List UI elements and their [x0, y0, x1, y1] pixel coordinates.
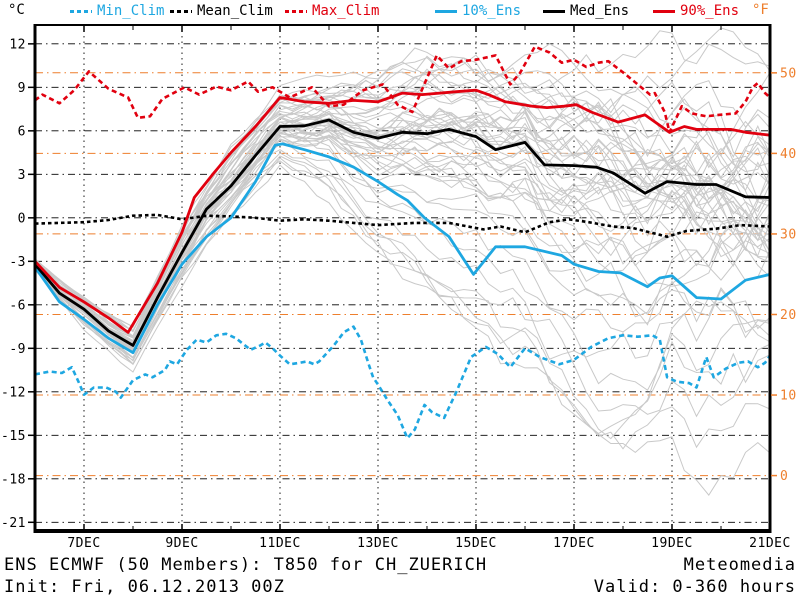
- legend-label: Min_Clim: [97, 3, 165, 19]
- celsius-tick-label: 3: [18, 168, 26, 183]
- ensemble-member: [34, 76, 771, 337]
- date-tick-label: 9DEC: [165, 536, 198, 551]
- fahrenheit-axis-unit: °F: [752, 2, 769, 18]
- ensemble-member: [34, 68, 771, 337]
- legend-dashed-swatch: [170, 9, 192, 13]
- celsius-tick-label: 0: [18, 211, 26, 226]
- date-tick-label: 15DEC: [455, 536, 497, 551]
- ensemble-member: [34, 43, 771, 328]
- ensemble-member: [34, 57, 771, 338]
- ensemble-member: [34, 88, 771, 339]
- series-p10-ens: [33, 142, 771, 355]
- init-time-label: Init: Fri, 06.12.2013 00Z: [4, 577, 285, 597]
- legend-solid-swatch: [543, 9, 565, 13]
- date-tick-label: 19DEC: [651, 536, 693, 551]
- ensemble-member: [34, 79, 771, 333]
- date-tick-label: 17DEC: [553, 536, 595, 551]
- legend-item-10%_ens: 10%_Ens: [435, 2, 521, 20]
- legend-dashed-swatch: [70, 9, 92, 13]
- celsius-tick-label: -3: [9, 255, 26, 270]
- valid-range-label: Valid: 0-360 hours: [593, 577, 796, 597]
- celsius-tick-label: -21: [1, 516, 26, 531]
- legend-label: 10%_Ens: [462, 3, 522, 19]
- celsius-tick-label: -12: [1, 385, 26, 400]
- legend-label: 90%_Ens: [680, 3, 740, 19]
- ensemble-member: [34, 135, 771, 359]
- footer: ENS ECMWF (50 Members): T850 for CH_ZUER…: [0, 552, 800, 598]
- celsius-tick-label: 6: [18, 124, 26, 139]
- celsius-tick-label: -15: [1, 429, 26, 444]
- ensemble-member: [34, 132, 771, 359]
- ensemble-member: [34, 27, 771, 332]
- legend-item-min_clim: Min_Clim: [70, 2, 164, 20]
- ensemble-member: [34, 125, 771, 348]
- brand-label: Meteomedia: [683, 555, 796, 575]
- series-min-clim: [34, 325, 772, 440]
- series-med-ens: [33, 118, 771, 347]
- legend-label: Mean_Clim: [197, 3, 273, 19]
- fahrenheit-tick-label: 30: [780, 227, 797, 242]
- legend-item-max_clim: Max_Clim: [285, 2, 379, 20]
- date-tick-label: 11DEC: [259, 536, 301, 551]
- celsius-tick-label: -18: [1, 472, 26, 487]
- celsius-axis-unit: °C: [8, 2, 25, 18]
- series-max-clim: [34, 45, 771, 134]
- ensemble-member: [34, 155, 771, 496]
- ensemble-member: [34, 72, 771, 333]
- fahrenheit-tick-label: 20: [780, 308, 797, 323]
- legend-solid-swatch: [435, 9, 457, 13]
- chart-title: ENS ECMWF (50 Members): T850 for CH_ZUER…: [4, 555, 488, 575]
- plot-frame: [33, 24, 772, 533]
- celsius-tick-label: 9: [18, 81, 26, 96]
- fahrenheit-tick-label: 10: [780, 389, 797, 404]
- ensemble-members: [34, 27, 771, 496]
- ensemble-member: [34, 138, 771, 359]
- legend-dashed-swatch: [285, 9, 307, 13]
- legend-item-med_ens: Med_Ens: [543, 2, 629, 20]
- celsius-tick-label: -9: [9, 342, 26, 357]
- ensemble-member: [34, 157, 771, 361]
- series-mean-clim: [34, 213, 771, 238]
- legend-label: Med_Ens: [570, 3, 630, 19]
- ensemble-member: [34, 47, 771, 328]
- fahrenheit-tick-label: 0: [780, 469, 788, 484]
- ensemble-member: [34, 164, 771, 450]
- fahrenheit-tick-label: 50: [780, 66, 797, 81]
- date-tick-label: 7DEC: [67, 536, 100, 551]
- date-tick-label: 21DEC: [749, 536, 791, 551]
- celsius-tick-label: -6: [9, 298, 26, 313]
- fahrenheit-tick-label: 40: [780, 147, 797, 162]
- legend-label: Max_Clim: [312, 3, 380, 19]
- date-tick-label: 13DEC: [357, 536, 399, 551]
- series-lines: [33, 45, 772, 440]
- ensemble-member: [34, 152, 771, 440]
- legend-item-mean_clim: Mean_Clim: [170, 2, 273, 20]
- celsius-tick-label: 12: [9, 37, 26, 52]
- series-p90-ens: [33, 88, 771, 334]
- legend: °C °F Min_Clim Mean_Clim Max_Clim 10%_Ens Me…: [0, 2, 800, 20]
- legend-item-90%_ens: 90%_Ens: [653, 2, 739, 20]
- legend-solid-swatch: [653, 9, 675, 13]
